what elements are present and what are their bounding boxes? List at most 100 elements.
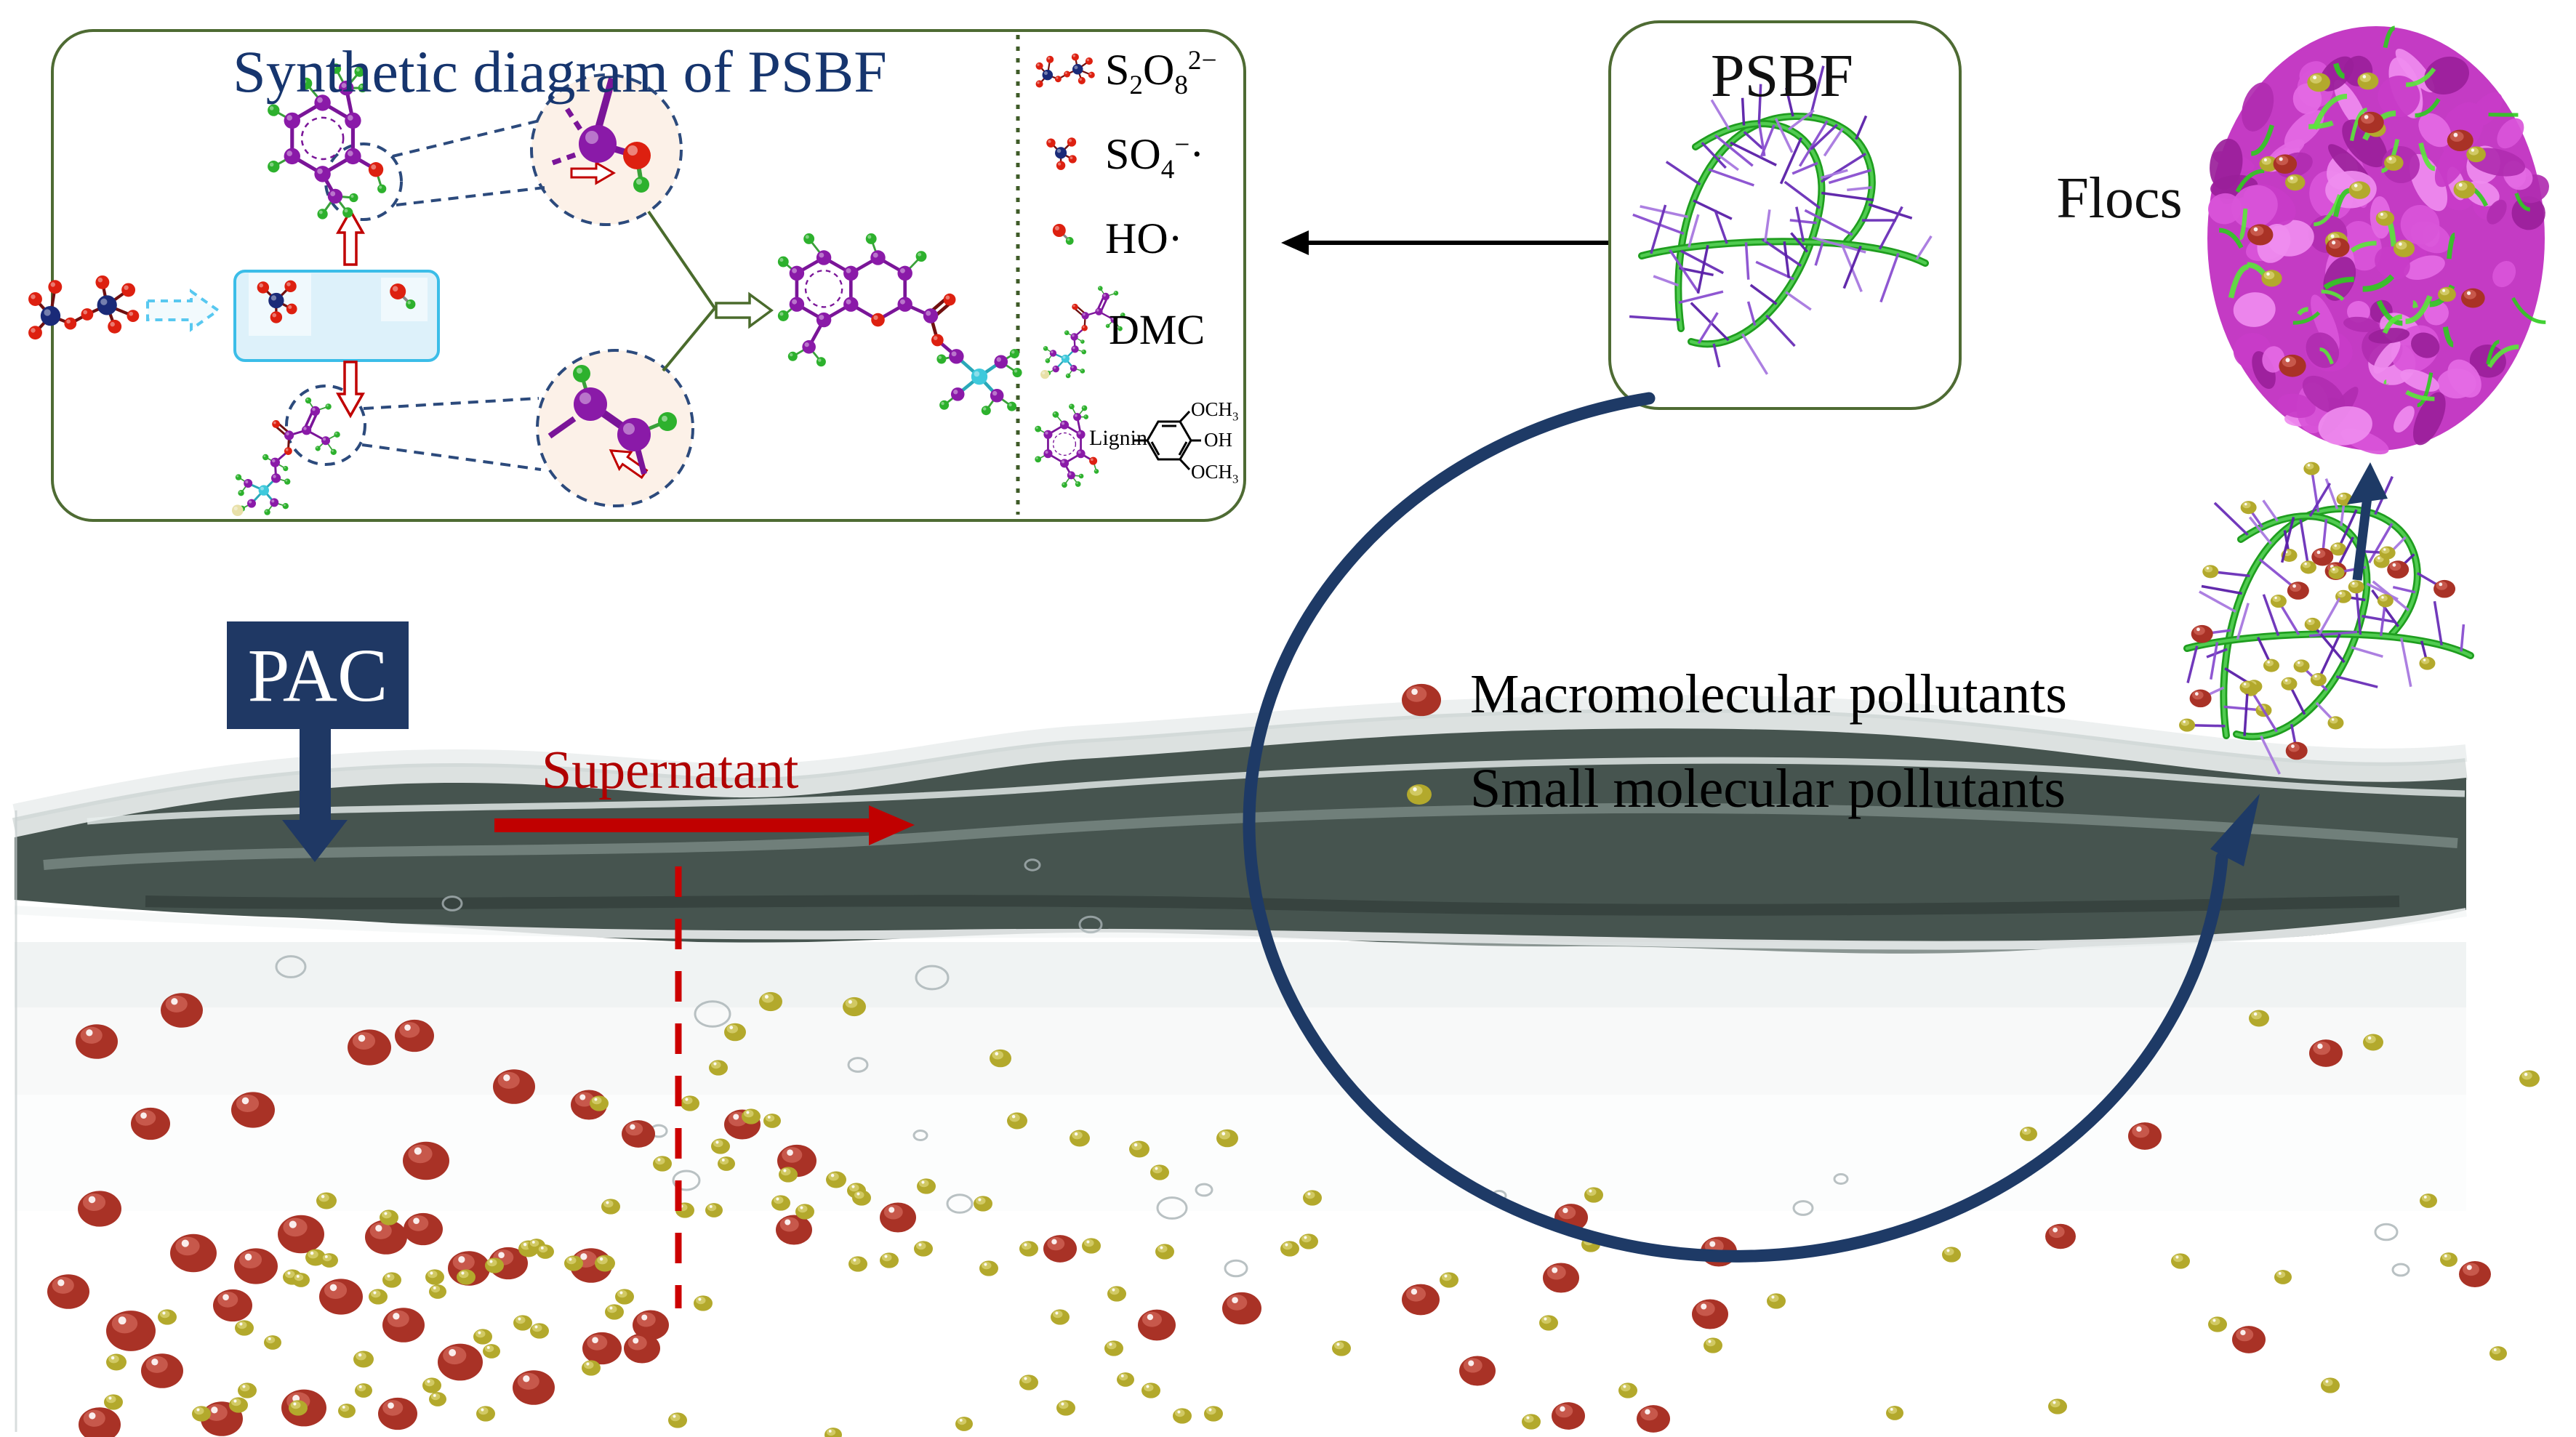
small-molecular-pollutant xyxy=(1539,1315,1558,1331)
floc-macromolecular-pollutant xyxy=(2326,238,2350,257)
macromolecular-pollutant xyxy=(231,1092,275,1128)
small-molecular-pollutant xyxy=(1104,1340,1123,1356)
macromolecular-pollutant xyxy=(493,1069,535,1104)
macromolecular-pollutant xyxy=(234,1248,278,1284)
small-molecular-pollutant xyxy=(1141,1382,1160,1398)
to-flocs-arrow-icon xyxy=(2347,462,2388,581)
small-molecular-pollutant xyxy=(2249,1010,2269,1027)
small-molecular-pollutant xyxy=(2020,1127,2037,1141)
small-molecular-pollutant xyxy=(990,1049,1011,1068)
small-molecular-pollutant xyxy=(158,1309,177,1325)
macromolecular-pollutant xyxy=(78,1191,121,1227)
legend-macromolecular-sphere xyxy=(1402,683,1441,717)
macromolecular-pollutant xyxy=(880,1202,916,1233)
small-molecular-pollutant xyxy=(653,1156,672,1172)
small-molecular-pollutant xyxy=(380,1209,398,1225)
small-molecular-pollutant xyxy=(369,1289,388,1305)
small-molecular-pollutant xyxy=(763,1114,781,1128)
legend-small-molecular-sphere xyxy=(1407,784,1432,805)
captured-small-pollutant xyxy=(2377,594,2394,608)
macromolecular-pollutant xyxy=(2128,1122,2162,1150)
small-molecular-pollutant xyxy=(264,1335,281,1350)
small-molecular-pollutant xyxy=(382,1272,401,1288)
flocs-label: Flocs xyxy=(2056,166,2183,230)
synthetic-diagram-panel xyxy=(51,29,1246,522)
air-bubble-icon xyxy=(1224,1259,1248,1278)
small-molecular-pollutant xyxy=(711,1138,730,1154)
small-molecular-pollutant xyxy=(1204,1406,1223,1422)
small-molecular-pollutant xyxy=(1150,1164,1169,1180)
captured-small-pollutant xyxy=(2293,659,2310,673)
floc-small-pollutant xyxy=(2393,239,2415,257)
air-bubble-icon xyxy=(946,1194,974,1214)
small-molecular-pollutant xyxy=(1299,1233,1318,1249)
persulfate-molecule xyxy=(28,275,140,340)
radical-to-lignin-arrow-icon xyxy=(335,208,366,266)
macromolecular-pollutant xyxy=(403,1141,449,1180)
small-molecular-pollutant xyxy=(826,1171,846,1188)
captured-small-pollutant xyxy=(2202,565,2219,579)
small-molecular-pollutant xyxy=(795,1204,814,1220)
floc-small-pollutant xyxy=(2284,174,2306,191)
hydroxyl-radical-icon xyxy=(1052,224,1074,245)
small-molecular-pollutant xyxy=(1107,1286,1126,1302)
dmc-molecule-icon xyxy=(1040,286,1126,379)
floc-macromolecular-pollutant xyxy=(2247,224,2274,246)
small-molecular-pollutant xyxy=(1082,1238,1101,1254)
macromolecular-pollutant xyxy=(2459,1260,2491,1288)
supernatant-label: Supernatant xyxy=(542,741,799,800)
small-molecular-pollutant xyxy=(513,1315,532,1331)
small-molecular-pollutant xyxy=(2363,1034,2383,1051)
small-molecular-pollutant xyxy=(1584,1187,1603,1203)
captured-macromolecular-pollutant xyxy=(2311,547,2334,566)
floc-small-pollutant xyxy=(2307,73,2330,92)
macromolecular-pollutant xyxy=(2232,1326,2266,1353)
synthetic-diagram-title: Synthetic diagram of PSBF xyxy=(233,39,887,105)
small-molecular-pollutant xyxy=(1280,1241,1299,1257)
small-molecular-pollutant xyxy=(1007,1112,1027,1130)
pac-dosing-arrow-icon xyxy=(282,729,348,862)
legend-dmc-label: DMC xyxy=(1109,306,1205,353)
sulfate-radical-molecule xyxy=(257,280,297,323)
small-molecular-pollutant xyxy=(355,1383,372,1398)
macromolecular-pollutant xyxy=(278,1215,324,1254)
macromolecular-pollutant xyxy=(170,1233,217,1273)
small-molecular-pollutant xyxy=(694,1295,713,1311)
psbf-capturing-pollutants xyxy=(2179,462,2474,775)
macromolecular-pollutant xyxy=(1552,1402,1585,1430)
small-molecular-pollutant xyxy=(106,1353,127,1371)
small-molecular-pollutant xyxy=(1767,1293,1786,1309)
small-molecular-pollutant xyxy=(824,1428,842,1437)
captured-small-pollutant xyxy=(2348,580,2364,594)
pac-label: PAC xyxy=(247,633,388,717)
macromolecular-pollutant xyxy=(1692,1299,1728,1329)
small-molecular-pollutant xyxy=(2171,1253,2190,1269)
small-molecular-pollutant xyxy=(705,1203,723,1217)
small-molecular-pollutant xyxy=(1155,1244,1174,1260)
small-molecular-pollutant xyxy=(425,1269,444,1285)
small-molecular-pollutant xyxy=(1618,1382,1637,1398)
small-molecular-pollutant xyxy=(771,1195,790,1211)
psbf-polymer-chain xyxy=(1629,65,1933,375)
small-molecular-pollutant xyxy=(1051,1309,1070,1325)
small-molecular-pollutant xyxy=(979,1260,998,1276)
small-molecular-pollutant xyxy=(305,1249,326,1266)
outline-arrows xyxy=(146,161,774,480)
macromolecular-pollutant xyxy=(348,1029,391,1066)
hydroxyl-attack-inset-art xyxy=(551,77,651,193)
floc-small-pollutant xyxy=(2466,146,2486,163)
small-molecular-pollutant xyxy=(595,1255,615,1272)
small-molecular-pollutant xyxy=(974,1196,992,1212)
small-molecular-pollutant xyxy=(779,1167,798,1183)
small-molecular-pollutant xyxy=(914,1241,933,1257)
small-molecular-pollutant xyxy=(1216,1129,1238,1148)
small-molecular-pollutant xyxy=(1332,1340,1351,1356)
air-bubble-icon xyxy=(694,1000,731,1028)
air-bubble-icon xyxy=(912,1130,928,1141)
lignin-och3-top-label: OCH3 xyxy=(1191,398,1239,424)
floc-macromolecular-pollutant xyxy=(2447,129,2473,152)
captured-small-pollutant xyxy=(2240,501,2257,515)
small-molecular-pollutant xyxy=(2321,1377,2340,1393)
small-molecular-pollutant xyxy=(605,1304,624,1320)
floc-macromolecular-pollutant xyxy=(2273,154,2298,174)
